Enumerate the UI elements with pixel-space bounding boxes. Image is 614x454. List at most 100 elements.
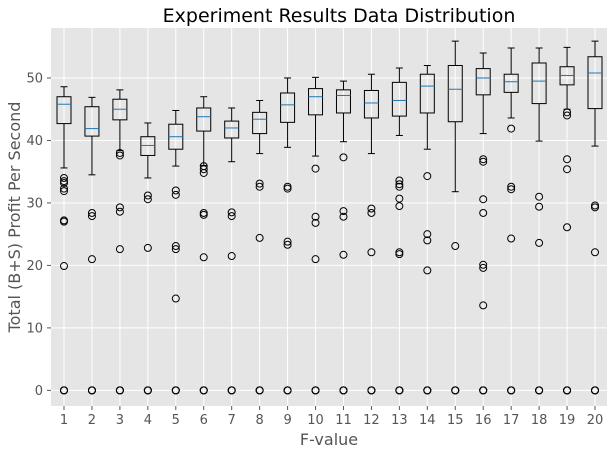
x-tick-label: 14 (419, 413, 436, 428)
outlier-point (283, 386, 292, 395)
outlier-point (255, 182, 264, 191)
x-tick-label: 12 (363, 413, 380, 428)
x-tick-label: 2 (88, 413, 96, 428)
outlier-point (60, 262, 68, 271)
outlier-point (479, 155, 488, 164)
outlier-point (563, 108, 572, 117)
outlier-point (60, 217, 68, 226)
y-axis-label: Total (B+S) Profit Per Second (5, 102, 24, 334)
outlier-point (171, 186, 180, 195)
outlier-point (311, 386, 320, 395)
outlier-point (199, 253, 208, 262)
outlier-point (339, 207, 348, 216)
y-tick-label: 0 (35, 384, 43, 399)
plot-area (51, 28, 607, 406)
box-iqr (475, 68, 491, 96)
box-group-17 (503, 47, 519, 395)
outlier-point (563, 111, 572, 120)
outlier-point (60, 178, 68, 187)
x-tick-label: 17 (503, 413, 520, 428)
outlier-point (283, 237, 292, 246)
outlier-point (87, 255, 96, 264)
outlier-point (311, 255, 320, 264)
box-group-14 (419, 64, 435, 395)
outlier-point (87, 212, 96, 221)
box-iqr (280, 92, 296, 123)
box-group-1 (56, 86, 72, 395)
box-iqr (447, 64, 463, 123)
outlier-point (227, 212, 236, 221)
outlier-point (143, 195, 152, 204)
outlier-point (87, 386, 96, 395)
outlier-point (423, 386, 432, 395)
outlier-point (563, 223, 572, 232)
box-group-16 (475, 52, 491, 395)
box-iqr (335, 89, 351, 114)
outlier-point (395, 202, 404, 211)
outlier-point (395, 386, 404, 395)
outlier-point (115, 148, 124, 157)
outlier-point (535, 192, 544, 201)
box-group-10 (308, 76, 324, 395)
box-iqr (419, 73, 435, 114)
outlier-point (479, 260, 488, 269)
outlier-point (115, 386, 124, 395)
outlier-point (423, 230, 432, 239)
outlier-point (199, 168, 208, 177)
outlier-point (311, 164, 320, 173)
outlier-point (339, 386, 348, 395)
box-iqr (587, 56, 603, 110)
x-tick-label: 3 (116, 413, 124, 428)
x-tick-label: 16 (475, 413, 492, 428)
outlier-point (395, 182, 404, 191)
outlier-point (171, 294, 180, 303)
box-iqr (391, 81, 407, 117)
box-group-3 (112, 89, 128, 395)
outlier-point (311, 212, 320, 221)
x-tick-label: 11 (335, 413, 352, 428)
outlier-point (395, 176, 404, 185)
box-group-2 (84, 96, 100, 395)
y-tick-label: 40 (26, 134, 43, 149)
outlier-point (479, 301, 488, 310)
outlier-point (199, 165, 208, 174)
outlier-point (115, 207, 124, 216)
outlier-point (423, 236, 432, 245)
outlier-point (60, 184, 68, 193)
outlier-point (227, 386, 236, 395)
outlier-point (563, 155, 572, 164)
outlier-point (199, 210, 208, 219)
boxes (56, 40, 603, 395)
outlier-point (311, 218, 320, 227)
outlier-point (227, 208, 236, 217)
outlier-point (535, 202, 544, 211)
outlier-point (591, 248, 599, 257)
outlier-point (591, 203, 599, 212)
outlier-point (563, 386, 572, 395)
box-iqr (56, 96, 72, 125)
outlier-point (535, 238, 544, 247)
outlier-point (451, 386, 460, 395)
box-iqr (84, 106, 100, 137)
x-tick-label: 5 (172, 413, 180, 428)
x-tick-label: 8 (255, 413, 263, 428)
outlier-point (171, 190, 180, 199)
outlier-point (143, 243, 152, 252)
outlier-point (591, 386, 599, 395)
x-tick-label: 15 (447, 413, 464, 428)
box-group-4 (140, 122, 156, 395)
box-group-18 (531, 47, 547, 395)
x-axis-label: F-value (300, 430, 358, 449)
outlier-point (367, 204, 376, 213)
box-group-5 (168, 109, 184, 395)
y-tick-label: 10 (26, 321, 43, 336)
outlier-point (87, 208, 96, 217)
box-group-7 (224, 107, 240, 395)
outlier-point (255, 386, 264, 395)
box-group-15 (447, 40, 463, 395)
outlier-point (507, 386, 516, 395)
outlier-point (479, 157, 488, 166)
outlier-point (423, 172, 432, 181)
outlier-point (115, 245, 124, 254)
